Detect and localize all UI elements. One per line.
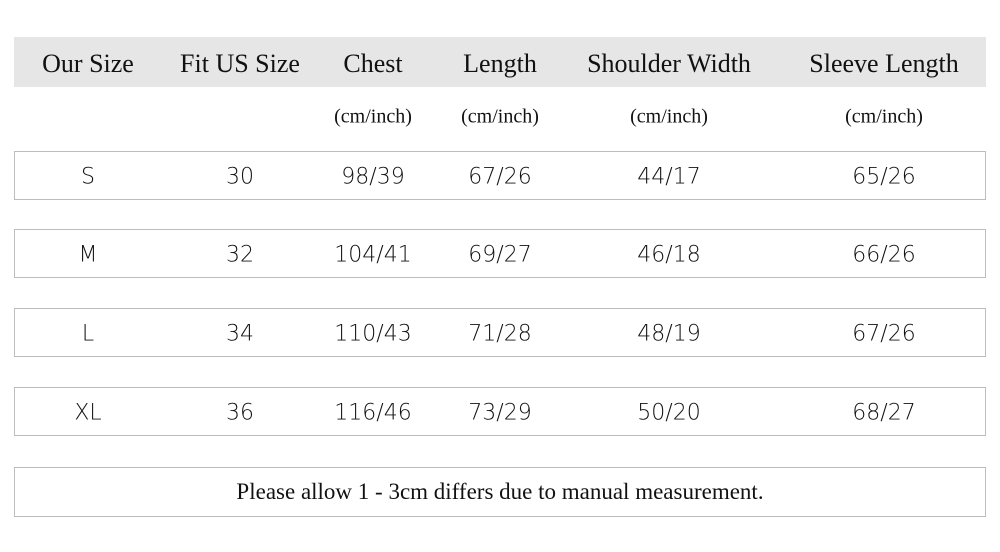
size-row: L 34 110/43 71/28 48/19 67/26 bbox=[14, 308, 986, 357]
size-label: XL bbox=[74, 400, 102, 426]
measurement: 67/26 bbox=[852, 321, 916, 347]
unit-label: (cm/inch) bbox=[334, 105, 412, 128]
measurement: 30 bbox=[226, 164, 254, 190]
measurement: 104/41 bbox=[334, 242, 412, 268]
size-label: L bbox=[81, 321, 95, 347]
measurement: 65/26 bbox=[852, 164, 916, 190]
measurement: 116/46 bbox=[334, 400, 412, 426]
measurement: 36 bbox=[226, 400, 254, 426]
size-row: M 32 104/41 69/27 46/18 66/26 bbox=[14, 229, 986, 278]
note: Please allow 1 - 3cm differs due to manu… bbox=[236, 479, 764, 504]
measurement: 98/39 bbox=[341, 164, 405, 190]
measurement: 44/17 bbox=[637, 164, 701, 190]
measurement: 71/28 bbox=[468, 321, 532, 347]
measurement: 67/26 bbox=[468, 164, 532, 190]
measurement: 32 bbox=[226, 242, 254, 268]
unit-label: (cm/inch) bbox=[630, 105, 708, 128]
measurement: 69/27 bbox=[468, 242, 532, 268]
measurement: 50/20 bbox=[637, 400, 701, 426]
note-box: Please allow 1 - 3cm differs due to manu… bbox=[14, 467, 986, 517]
size-label: S bbox=[81, 164, 95, 190]
header-band bbox=[14, 37, 986, 87]
column-header: Fit US Size bbox=[180, 49, 300, 78]
column-header: Shoulder Width bbox=[587, 49, 751, 78]
size-row: XL 36 116/46 73/29 50/20 68/27 bbox=[14, 387, 986, 436]
column-header: Chest bbox=[343, 49, 403, 78]
measurement: 66/26 bbox=[852, 242, 916, 268]
measurement: 68/27 bbox=[852, 400, 916, 426]
column-header: Sleeve Length bbox=[809, 49, 959, 78]
unit-label: (cm/inch) bbox=[461, 105, 539, 128]
size-row: S 30 98/39 67/26 44/17 65/26 bbox=[14, 151, 986, 200]
size-label: M bbox=[78, 242, 98, 268]
measurement: 73/29 bbox=[468, 400, 532, 426]
measurement: 46/18 bbox=[637, 242, 701, 268]
measurement: 110/43 bbox=[334, 321, 412, 347]
unit-label: (cm/inch) bbox=[845, 105, 923, 128]
column-header: Our Size bbox=[42, 49, 134, 78]
measurement: 48/19 bbox=[637, 321, 701, 347]
measurement: 34 bbox=[226, 321, 254, 347]
column-header: Length bbox=[463, 49, 537, 78]
